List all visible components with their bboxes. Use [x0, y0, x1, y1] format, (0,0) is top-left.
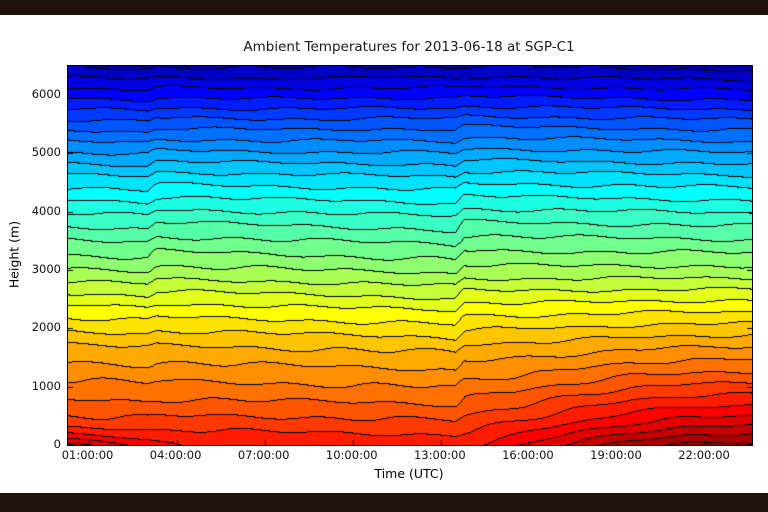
x-tick-label: 19:00:00	[590, 448, 642, 462]
contour-plot-canvas	[67, 65, 753, 446]
x-axis-label: Time (UTC)	[374, 466, 444, 481]
y-tick-label: 2000	[31, 320, 61, 335]
x-tick-label: 13:00:00	[413, 448, 466, 462]
x-tick-label: 16:00:00	[502, 448, 554, 462]
y-tick-label: 1000	[31, 378, 61, 393]
y-tick-label: 0	[53, 437, 61, 451]
y-tick-label: 3000	[31, 262, 61, 277]
x-tick-label: 07:00:00	[237, 448, 290, 462]
x-tick-label: 01:00:00	[61, 448, 114, 462]
bottom-frame-bar	[0, 493, 768, 512]
top-frame-bar	[0, 0, 768, 15]
x-tick-label: 10:00:00	[325, 448, 378, 462]
y-tick-label: 6000	[31, 87, 61, 102]
y-tick-label: 4000	[31, 203, 61, 218]
chart-title: Ambient Temperatures for 2013-06-18 at S…	[243, 39, 575, 55]
x-tick-label: 22:00:00	[678, 448, 730, 462]
y-tick-label: 5000	[31, 145, 61, 160]
x-tick-label: 04:00:00	[149, 448, 202, 462]
